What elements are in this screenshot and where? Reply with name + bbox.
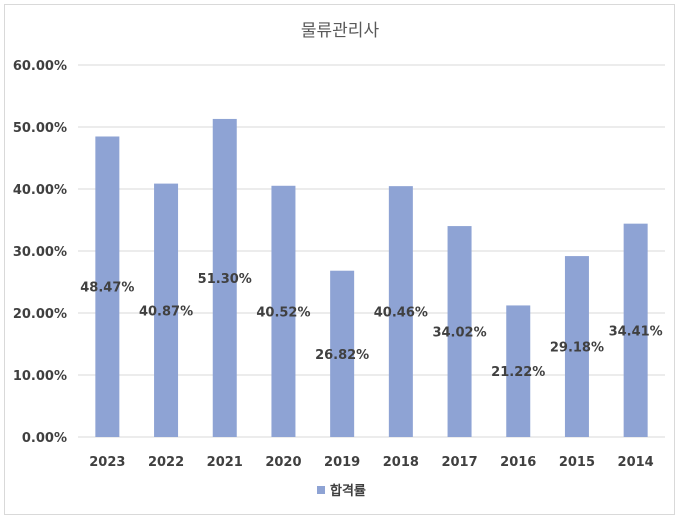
chart-title: 물류관리사 bbox=[301, 21, 380, 41]
bar-2016 bbox=[506, 305, 531, 437]
y-tick-label: 10.00% bbox=[13, 369, 67, 384]
legend-swatch bbox=[317, 486, 325, 494]
bar-2018 bbox=[388, 186, 413, 437]
x-tick-label: 2022 bbox=[148, 455, 184, 470]
bar-2015 bbox=[564, 256, 589, 437]
y-tick-label: 40.00% bbox=[13, 183, 67, 198]
x-tick-label: 2014 bbox=[618, 455, 654, 470]
bar-2019 bbox=[330, 270, 355, 437]
bars bbox=[95, 118, 648, 437]
data-label: 21.22% bbox=[491, 365, 545, 380]
data-label: 26.82% bbox=[315, 348, 369, 363]
x-tick-label: 2018 bbox=[383, 455, 419, 470]
data-label: 34.41% bbox=[609, 324, 663, 339]
bar-2022 bbox=[154, 183, 179, 437]
x-axis-ticks: 2023 2022 2021 2020 2019 2018 2017 2016 2015 2014 bbox=[89, 455, 653, 470]
bar-2014 bbox=[623, 223, 648, 437]
x-tick-label: 2021 bbox=[207, 455, 243, 470]
bar-2020 bbox=[271, 185, 296, 437]
legend: 합격률 bbox=[317, 483, 366, 499]
bar-2021 bbox=[212, 118, 237, 437]
x-tick-label: 2019 bbox=[324, 455, 360, 470]
y-tick-label: 60.00% bbox=[13, 59, 67, 74]
bar-2023 bbox=[95, 136, 120, 437]
data-label: 40.87% bbox=[139, 304, 193, 319]
data-labels: 48.47% 40.87% 51.30% 40.52% 26.82% 40.46% 34.0… bbox=[80, 272, 662, 380]
data-label: 48.47% bbox=[80, 281, 134, 296]
x-tick-label: 2023 bbox=[89, 455, 125, 470]
bar-2017 bbox=[447, 226, 472, 437]
y-tick-label: 50.00% bbox=[13, 121, 67, 136]
x-tick-label: 2020 bbox=[265, 455, 301, 470]
data-label: 34.02% bbox=[432, 326, 486, 341]
data-label: 40.52% bbox=[256, 305, 310, 320]
data-label: 40.46% bbox=[374, 306, 428, 321]
y-tick-label: 30.00% bbox=[13, 245, 67, 260]
y-tick-label: 20.00% bbox=[13, 307, 67, 322]
data-label: 29.18% bbox=[550, 341, 604, 356]
y-tick-label: 0.00% bbox=[22, 431, 67, 446]
x-tick-label: 2015 bbox=[559, 455, 595, 470]
data-label: 51.30% bbox=[198, 272, 252, 287]
y-axis-ticks: 0.00% 10.00% 20.00% 30.00% 40.00% 50.00% 60.00… bbox=[13, 59, 67, 446]
x-tick-label: 2016 bbox=[500, 455, 536, 470]
x-tick-label: 2017 bbox=[441, 455, 477, 470]
legend-label: 합격률 bbox=[330, 483, 366, 499]
